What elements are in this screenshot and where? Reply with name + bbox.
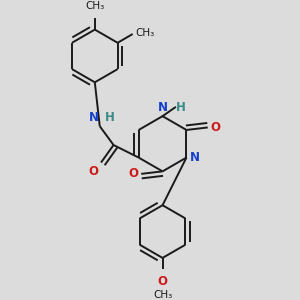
Text: CH₃: CH₃: [153, 290, 172, 300]
Text: N: N: [88, 111, 98, 124]
Text: O: O: [128, 167, 138, 180]
Text: O: O: [211, 121, 221, 134]
Text: N: N: [158, 101, 167, 114]
Text: H: H: [105, 111, 115, 124]
Text: O: O: [158, 275, 167, 288]
Text: N: N: [190, 151, 200, 164]
Text: O: O: [88, 165, 98, 178]
Text: CH₃: CH₃: [135, 28, 154, 38]
Text: CH₃: CH₃: [85, 1, 104, 11]
Text: H: H: [176, 101, 186, 114]
